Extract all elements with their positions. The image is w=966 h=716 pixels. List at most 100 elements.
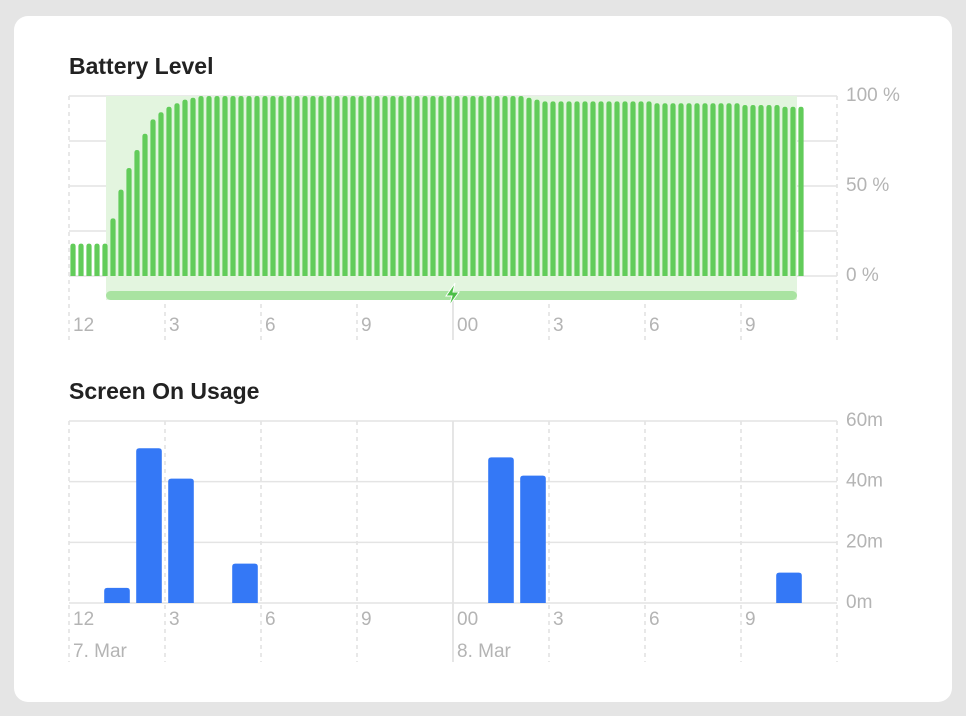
bar — [598, 101, 604, 277]
bar — [358, 96, 364, 276]
x-tick-label: 6 — [649, 315, 660, 336]
bar — [142, 133, 148, 276]
bar — [398, 96, 404, 276]
bar — [790, 106, 796, 276]
bar — [798, 106, 804, 276]
bar — [342, 96, 348, 276]
bar — [214, 96, 220, 276]
x-tick-label: 12 — [73, 609, 94, 630]
bar — [526, 97, 532, 276]
bar — [742, 105, 748, 276]
charging-icon — [445, 282, 460, 307]
bar — [206, 96, 212, 276]
y-tick-label: 40m — [846, 471, 883, 492]
bar — [118, 189, 124, 276]
bar — [126, 168, 132, 276]
chart-title: Battery Level — [69, 53, 213, 79]
bar — [454, 96, 460, 276]
bar — [488, 457, 514, 603]
bar — [350, 96, 356, 276]
bar — [606, 101, 612, 277]
x-tick-label: 3 — [553, 315, 564, 336]
date-label: 7. Mar — [73, 641, 128, 662]
bar — [366, 96, 372, 276]
bar — [678, 103, 684, 276]
bar — [774, 105, 780, 276]
x-tick-label: 3 — [553, 609, 564, 630]
bar — [662, 103, 668, 276]
bar — [446, 96, 452, 276]
bar — [462, 96, 468, 276]
bar — [374, 96, 380, 276]
bar — [566, 101, 572, 277]
chart-title: Screen On Usage — [69, 378, 259, 404]
bar — [686, 103, 692, 276]
bar — [334, 96, 340, 276]
bar — [134, 150, 140, 276]
bar — [470, 96, 476, 276]
x-tick-label: 00 — [457, 609, 478, 630]
bar — [382, 96, 388, 276]
y-tick-label: 0m — [846, 592, 872, 613]
bar — [694, 103, 700, 276]
x-tick-label: 00 — [457, 315, 478, 336]
bar — [766, 105, 772, 276]
bar — [726, 103, 732, 276]
x-tick-label: 3 — [169, 609, 180, 630]
bar — [230, 96, 236, 276]
bar — [430, 96, 436, 276]
bar — [278, 96, 284, 276]
bar — [326, 96, 332, 276]
bar — [198, 96, 204, 276]
y-tick-label: 60m — [846, 410, 883, 431]
bar — [168, 478, 194, 603]
bar — [478, 96, 484, 276]
bar — [702, 103, 708, 276]
bar — [158, 112, 164, 276]
bar — [302, 96, 308, 276]
x-tick-label: 6 — [265, 315, 276, 336]
x-tick-label: 6 — [649, 609, 660, 630]
bar — [86, 243, 92, 276]
bar — [78, 243, 84, 276]
bar — [174, 103, 180, 276]
bar — [582, 101, 588, 277]
bar — [502, 96, 508, 276]
bar — [414, 96, 420, 276]
y-tick-label: 100 % — [846, 85, 900, 106]
bar — [710, 103, 716, 276]
bar — [438, 96, 444, 276]
x-tick-label: 9 — [745, 609, 756, 630]
x-tick-label: 9 — [361, 609, 372, 630]
bar — [150, 119, 156, 277]
bar — [286, 96, 292, 276]
bar — [166, 106, 172, 276]
bar — [254, 96, 260, 276]
bar — [670, 103, 676, 276]
bar — [310, 96, 316, 276]
date-label: 8. Mar — [457, 641, 512, 662]
bar — [494, 96, 500, 276]
bar — [558, 101, 564, 277]
bar — [110, 218, 116, 276]
bar — [232, 563, 258, 603]
bar — [758, 105, 764, 276]
bar — [622, 101, 628, 277]
bar — [270, 96, 276, 276]
bar — [542, 101, 548, 277]
bar — [782, 106, 788, 276]
bar — [102, 243, 108, 276]
bar — [574, 101, 580, 277]
bar — [104, 587, 130, 603]
x-tick-label: 6 — [265, 609, 276, 630]
bar — [638, 101, 644, 277]
bar — [238, 96, 244, 276]
x-tick-label: 9 — [745, 315, 756, 336]
bar — [190, 97, 196, 276]
bar — [518, 96, 524, 276]
bar — [718, 103, 724, 276]
bar — [534, 99, 540, 276]
bar — [406, 96, 412, 276]
bar — [520, 475, 546, 603]
